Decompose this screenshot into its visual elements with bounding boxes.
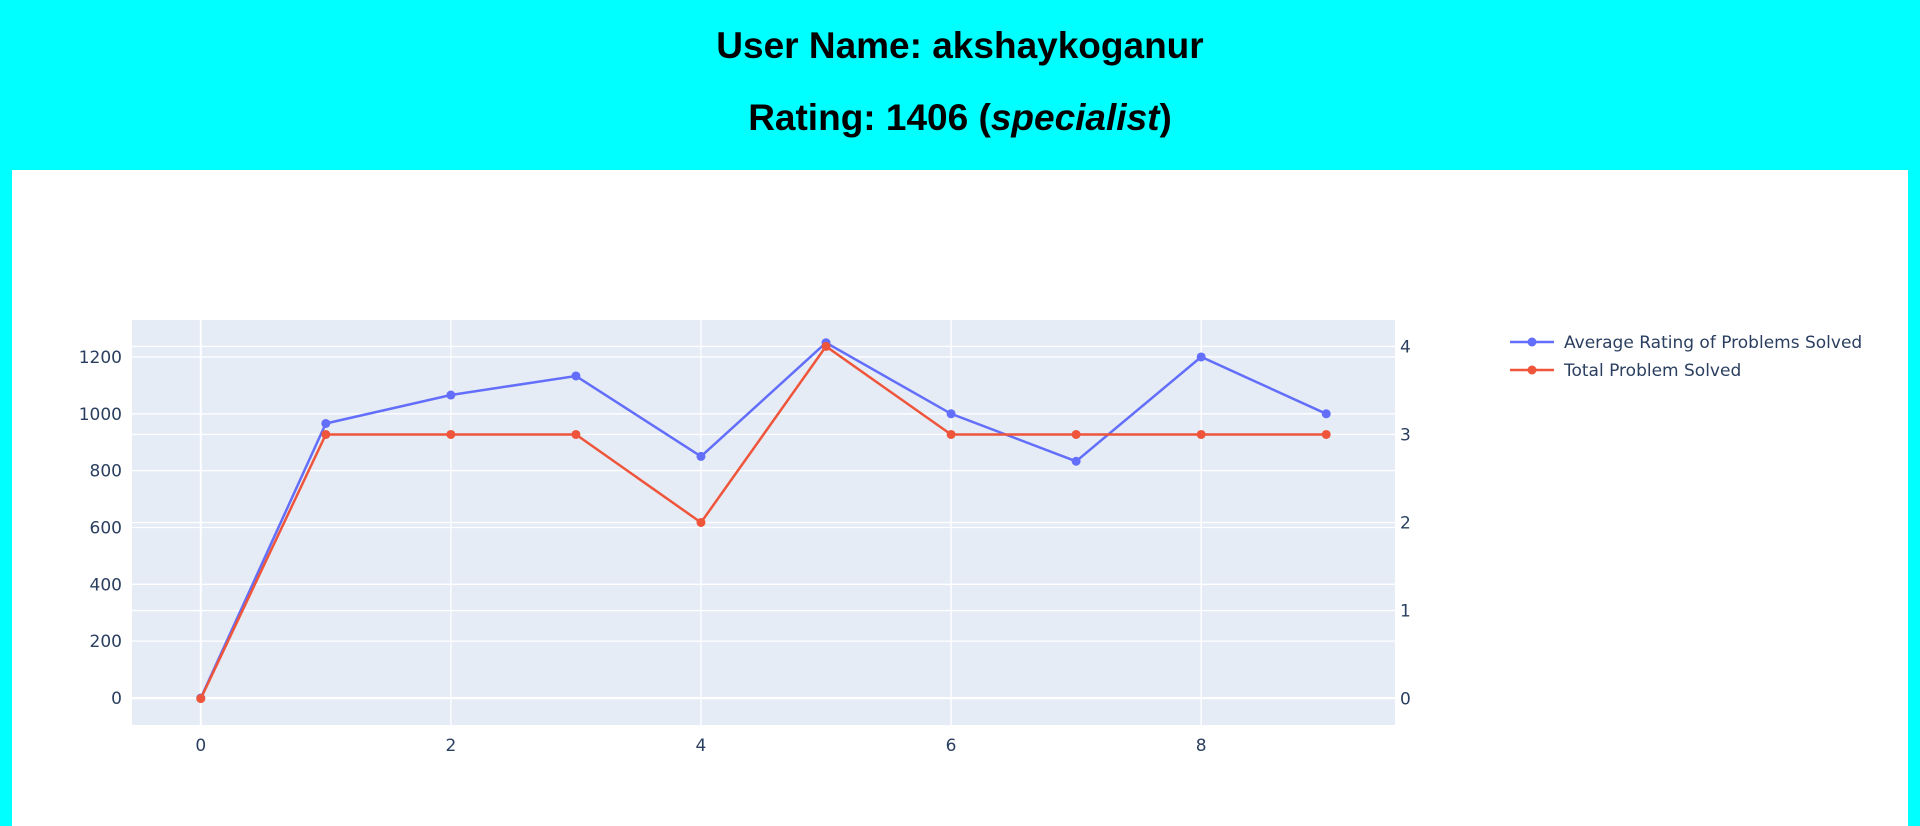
legend-label: Average Rating of Problems Solved — [1564, 333, 1862, 353]
rating-label: Rating: — [748, 97, 886, 138]
legend-label: Total Problem Solved — [1563, 361, 1741, 381]
x-tick-label: 2 — [445, 736, 456, 756]
y-right-tick-label: 2 — [1400, 514, 1411, 534]
data-point — [946, 429, 956, 439]
rating-close-paren: ) — [1159, 97, 1172, 138]
data-point — [571, 429, 581, 439]
series-line — [199, 341, 1327, 699]
data-point — [446, 429, 456, 439]
x-tick-label: 4 — [696, 736, 707, 756]
data-point — [1196, 352, 1206, 362]
data-point — [1071, 429, 1081, 439]
y-left-tick-label: 600 — [90, 518, 122, 538]
user-name-value: akshaykoganur — [932, 25, 1204, 66]
rating-heading: Rating: 1406 (specialist) — [0, 97, 1920, 139]
data-point — [571, 371, 581, 381]
chart-panel: 0 2 4 6 8 0 200 400 600 800 1000 1200 0 1 2 3 4 Average R… — [12, 170, 1908, 826]
data-point — [696, 451, 706, 461]
y-left-tick-label: 1200 — [79, 348, 122, 368]
line-chart[interactable]: 0 2 4 6 8 0 200 400 600 800 1000 1200 0 1 2 3 4 Average R… — [12, 170, 1908, 826]
data-point — [821, 341, 831, 351]
user-name-heading: User Name: akshaykoganur — [0, 25, 1920, 67]
data-point — [946, 409, 956, 419]
rating-open-paren: ( — [968, 97, 991, 138]
y-right-tick-label: 4 — [1400, 337, 1411, 357]
data-point — [196, 694, 206, 704]
x-tick-label: 8 — [1196, 736, 1207, 756]
data-point — [1071, 456, 1081, 466]
data-point — [1321, 429, 1331, 439]
data-point — [1321, 409, 1331, 419]
legend-marker — [1527, 337, 1537, 347]
data-point — [446, 390, 456, 400]
rating-value: 1406 — [885, 97, 969, 138]
rank-title: specialist — [990, 97, 1160, 138]
y-right-tick-label: 0 — [1400, 690, 1411, 710]
header: User Name: akshaykoganur Rating: 1406 (s… — [0, 0, 1920, 170]
data-point — [696, 518, 706, 527]
legend-marker — [1527, 365, 1537, 375]
y-left-tick-label: 200 — [90, 632, 122, 652]
y-left-tick-label: 1000 — [79, 405, 122, 425]
y-left-tick-label: 0 — [111, 689, 122, 709]
x-tick-label: 0 — [195, 736, 206, 756]
y-right-tick-label: 1 — [1400, 602, 1411, 622]
y-left-tick-label: 400 — [90, 575, 122, 595]
series-line — [199, 344, 1327, 700]
x-tick-label: 6 — [946, 736, 957, 756]
data-point — [321, 418, 331, 428]
user-name-label: User Name: — [716, 25, 933, 66]
y-left-tick-label: 800 — [90, 462, 122, 482]
data-point — [1196, 429, 1206, 439]
data-point — [321, 429, 331, 439]
y-right-tick-label: 3 — [1400, 425, 1411, 445]
